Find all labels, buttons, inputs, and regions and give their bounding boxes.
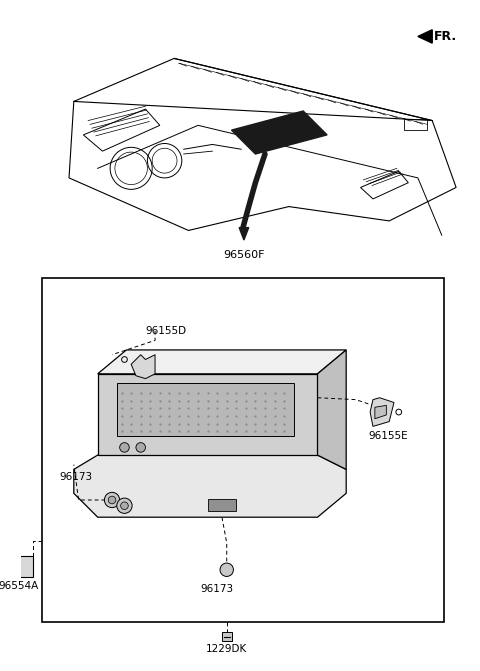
Bar (404, 119, 427, 130)
Polygon shape (231, 111, 327, 154)
Bar (208, 499, 236, 511)
Text: 96173: 96173 (201, 584, 234, 594)
Text: 96560F: 96560F (223, 250, 264, 260)
Bar (42, 278, 444, 622)
Text: 96155D: 96155D (145, 325, 187, 336)
Circle shape (136, 443, 145, 452)
Bar (4, 556, 33, 578)
Polygon shape (418, 30, 432, 43)
Circle shape (120, 443, 129, 452)
Polygon shape (98, 374, 318, 455)
Polygon shape (239, 227, 249, 240)
Polygon shape (131, 355, 155, 378)
Polygon shape (74, 455, 346, 517)
Circle shape (117, 498, 132, 513)
Circle shape (108, 496, 116, 504)
Polygon shape (318, 350, 346, 470)
Polygon shape (98, 350, 346, 374)
Polygon shape (375, 405, 386, 419)
Polygon shape (370, 398, 394, 426)
Circle shape (120, 502, 128, 509)
Text: FR.: FR. (434, 30, 457, 43)
Circle shape (220, 563, 233, 576)
Text: 96155E: 96155E (368, 431, 408, 441)
Text: 96173: 96173 (60, 472, 93, 482)
Polygon shape (222, 632, 231, 641)
Circle shape (104, 493, 120, 508)
Text: 96554A: 96554A (0, 581, 38, 591)
Text: 1229DK: 1229DK (206, 644, 247, 654)
Polygon shape (117, 383, 294, 436)
